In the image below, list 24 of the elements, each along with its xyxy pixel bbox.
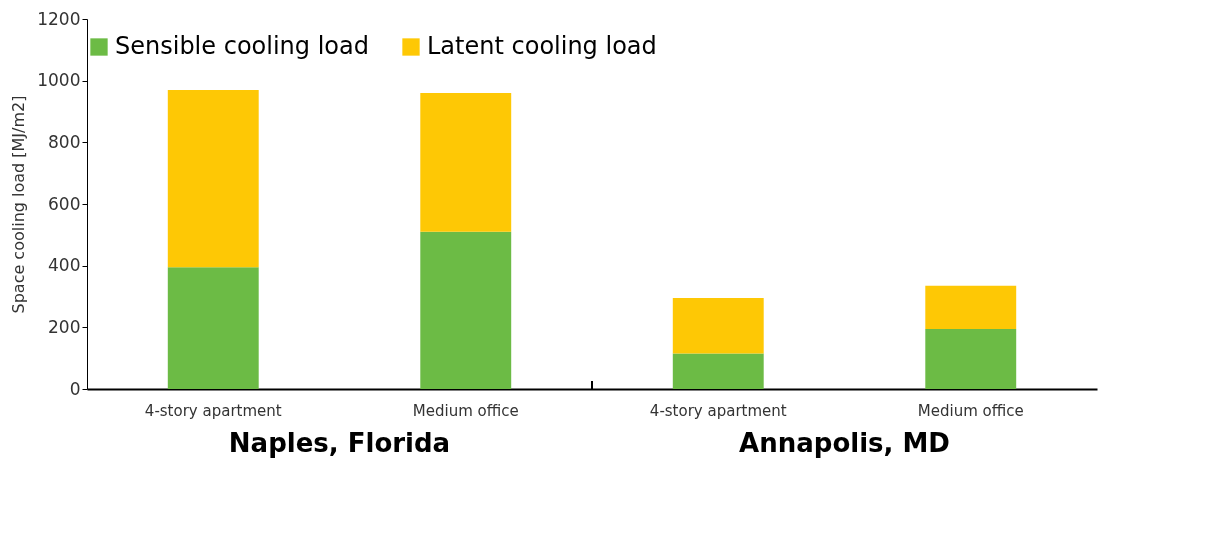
- bar: [420, 93, 512, 232]
- x-tick-label: 4-story apartment: [144, 401, 282, 420]
- bar: [167, 267, 259, 389]
- bar: [925, 285, 1017, 329]
- bar: [672, 298, 764, 354]
- y-axis-title: Space cooling load [MJ/m2]: [9, 95, 29, 314]
- y-tick-label: 1200: [37, 8, 81, 29]
- legend-label: Latent cooling load: [427, 32, 657, 60]
- bar: [925, 328, 1017, 389]
- legend-label: Sensible cooling load: [115, 32, 369, 60]
- text: Annapolis, MD: [739, 428, 950, 458]
- bar: [420, 231, 512, 389]
- y-tick-label: 0: [69, 378, 81, 399]
- x-tick-label: Medium office: [917, 401, 1024, 420]
- y-tick-label: 1000: [37, 70, 81, 91]
- y-tick-label: 600: [48, 193, 81, 214]
- y-tick-label: 200: [48, 316, 81, 337]
- y-tick-label: 800: [48, 131, 81, 152]
- bar: [672, 353, 764, 389]
- x-tick-label: 4-story apartment: [649, 401, 787, 420]
- x-tick-label: Medium office: [412, 401, 519, 420]
- bar: [167, 89, 259, 268]
- text: Naples, Florida: [228, 428, 451, 458]
- y-tick-label: 400: [48, 255, 81, 276]
